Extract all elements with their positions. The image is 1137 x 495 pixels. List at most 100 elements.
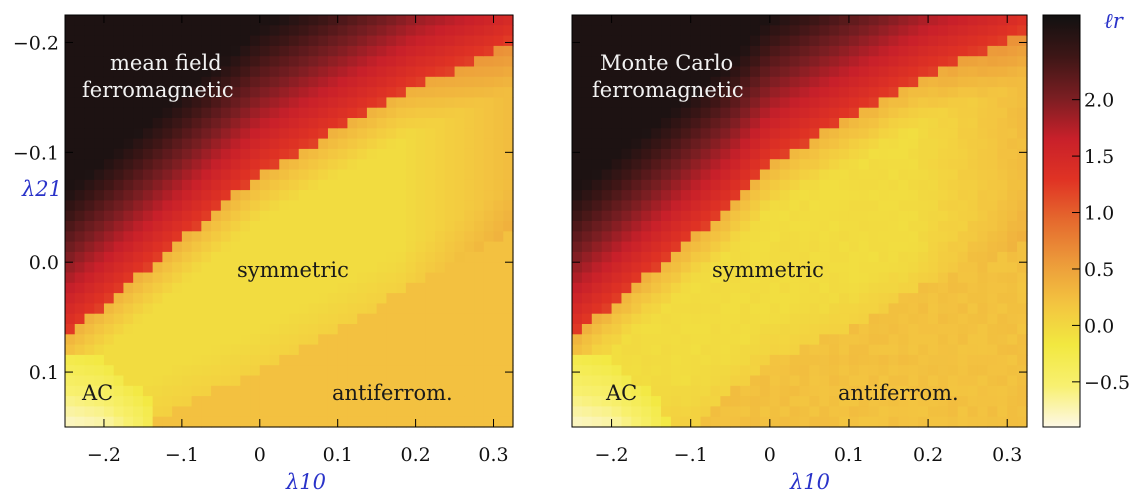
heatmap-cell xyxy=(493,375,504,387)
heatmap-cell xyxy=(152,87,163,98)
heatmap-cell xyxy=(298,282,310,294)
heatmap-cell xyxy=(898,241,909,253)
heatmap-cell xyxy=(65,396,76,407)
heatmap-cell xyxy=(211,406,222,418)
heatmap-cell xyxy=(730,97,741,109)
heatmap-cell xyxy=(928,344,939,356)
heatmap-cell xyxy=(868,406,880,418)
heatmap-cell xyxy=(819,179,830,191)
heatmap-cell xyxy=(700,406,712,418)
heatmap-cell xyxy=(113,385,125,397)
heatmap-cell xyxy=(858,334,870,346)
heatmap-cell xyxy=(888,313,900,325)
heatmap-cell xyxy=(94,375,105,387)
heatmap-cell xyxy=(464,251,475,263)
heatmap-cell xyxy=(898,313,909,325)
heatmap-cell xyxy=(444,231,456,243)
heatmap-cell xyxy=(601,210,613,222)
heatmap-cell xyxy=(710,107,721,119)
heatmap-cell xyxy=(396,159,407,171)
heatmap-cell xyxy=(240,107,251,119)
heatmap-cell xyxy=(308,15,319,26)
heatmap-cell xyxy=(74,45,86,57)
heatmap-cell xyxy=(386,97,397,109)
heatmap-cell xyxy=(483,221,495,232)
heatmap-cell xyxy=(211,128,222,140)
heatmap-cell xyxy=(357,303,368,315)
heatmap-cell xyxy=(819,241,830,253)
heatmap-cell xyxy=(464,45,475,57)
heatmap-cell xyxy=(789,138,801,150)
heatmap-cell xyxy=(366,324,378,335)
heatmap-cell xyxy=(848,56,860,68)
heatmap-cell xyxy=(591,159,603,171)
heatmap-cell xyxy=(957,200,969,212)
heatmap-cell xyxy=(142,169,154,181)
heatmap-cell xyxy=(84,66,95,78)
heatmap-cell xyxy=(191,416,202,428)
heatmap-cell xyxy=(435,293,446,304)
heatmap-cell xyxy=(435,128,446,140)
heatmap-cell xyxy=(396,66,407,78)
heatmap-cell xyxy=(172,303,183,315)
heatmap-cell xyxy=(123,35,134,47)
heatmap-cell xyxy=(84,159,95,171)
heatmap-cell xyxy=(631,251,642,263)
heatmap-cell xyxy=(868,334,880,346)
heatmap-cell xyxy=(415,25,426,37)
heatmap-cell xyxy=(937,251,949,263)
heatmap-cell xyxy=(611,354,623,366)
heatmap-cell xyxy=(84,354,95,366)
heatmap-cell xyxy=(357,200,368,212)
heatmap-cell xyxy=(799,97,810,109)
heatmap-cell xyxy=(493,272,504,284)
heatmap-cell xyxy=(493,159,504,171)
heatmap-cell xyxy=(269,138,280,150)
heatmap-cell xyxy=(298,293,310,304)
heatmap-cell xyxy=(366,45,378,57)
heatmap-cell xyxy=(641,293,652,304)
heatmap-cell xyxy=(240,97,251,109)
heatmap-cell xyxy=(601,251,613,263)
heatmap-cell xyxy=(172,221,183,232)
heatmap-cell xyxy=(113,200,125,212)
heatmap-cell xyxy=(730,416,741,428)
heatmap-cell xyxy=(740,262,751,274)
heatmap-cell xyxy=(670,66,682,78)
heatmap-cell xyxy=(957,128,969,140)
heatmap-cell xyxy=(483,293,495,304)
heatmap-cell xyxy=(181,303,193,315)
heatmap-cell xyxy=(279,190,290,201)
heatmap-cell xyxy=(918,190,929,201)
heatmap-cell xyxy=(464,159,475,171)
heatmap-cell xyxy=(308,416,319,428)
heatmap-cell xyxy=(631,128,642,140)
heatmap-cell xyxy=(74,66,86,78)
heatmap-cell xyxy=(839,416,850,428)
heatmap-cell xyxy=(318,138,329,150)
heatmap-cell xyxy=(918,324,929,335)
heatmap-cell xyxy=(789,365,801,377)
heatmap-cell xyxy=(957,324,969,335)
heatmap-cell xyxy=(829,128,840,140)
heatmap-cell xyxy=(269,56,280,68)
heatmap-cell xyxy=(878,138,890,150)
heatmap-cell xyxy=(366,190,378,201)
heatmap-cell xyxy=(269,375,280,387)
heatmap-cell xyxy=(94,35,105,47)
heatmap-cell xyxy=(74,406,86,418)
heatmap-cell xyxy=(298,97,310,109)
heatmap-cell xyxy=(848,272,860,284)
heatmap-cell xyxy=(74,282,86,294)
heatmap-cell xyxy=(162,107,173,119)
heatmap-cell xyxy=(269,45,280,57)
heatmap-cell xyxy=(651,262,662,274)
heatmap-cell xyxy=(759,138,771,150)
heatmap-cell xyxy=(641,87,652,98)
heatmap-cell xyxy=(396,293,407,304)
heatmap-cell xyxy=(997,118,1008,129)
heatmap-cell xyxy=(259,128,271,140)
heatmap-cell xyxy=(690,344,702,356)
heatmap-cell xyxy=(957,148,969,160)
heatmap-cell xyxy=(269,221,280,232)
